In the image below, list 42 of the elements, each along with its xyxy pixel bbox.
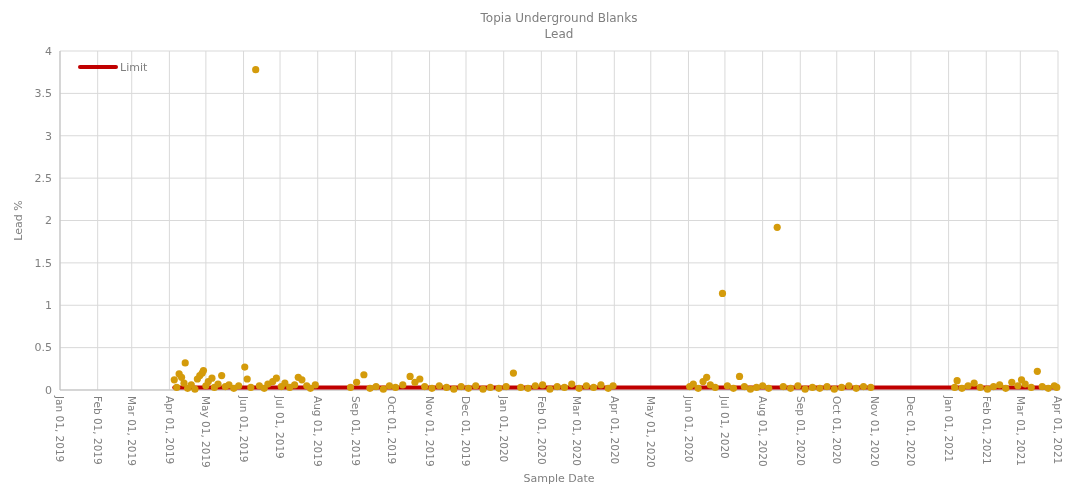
x-tick-label: Jan 01, 2019 [54,395,67,463]
x-tick-label: Aug 01, 2020 [756,396,769,467]
x-tick-label: Feb 01, 2021 [980,396,993,465]
x-tick-label: Jun 01, 2020 [682,395,695,463]
y-tick-label: 2 [45,214,52,228]
x-tick-label: May 01, 2019 [200,396,213,468]
x-tick-label: Dec 01, 2020 [905,396,918,467]
x-tick-label: Mar 01, 2020 [570,396,583,466]
y-tick-label: 1.5 [34,256,52,270]
y-tick-label: 0.5 [34,341,52,355]
x-tick-label: Nov 01, 2020 [868,396,881,467]
x-tick-label: Mar 01, 2021 [1014,396,1027,466]
y-tick-label: 0 [45,383,52,397]
x-tick-label: Oct 01, 2020 [831,396,844,465]
x-tick-label: Mar 01, 2019 [126,396,139,466]
x-tick-label: Feb 01, 2020 [535,396,548,465]
x-tick-label: Dec 01, 2019 [460,396,473,467]
x-tick-label: Apr 01, 2021 [1052,396,1065,465]
x-tick-label: Apr 01, 2019 [163,396,176,465]
x-tick-label: Oct 01, 2019 [386,396,399,465]
chart-subtitle: Lead [544,27,574,41]
x-tick-label: Jul 01, 2020 [719,395,732,459]
y-tick-label: 3 [45,129,52,143]
x-tick-label: Jan 01, 2021 [942,395,955,463]
x-tick-label: Nov 01, 2019 [423,396,436,467]
x-tick-label: Jun 01, 2019 [237,395,250,463]
x-tick-label: Jul 01, 2019 [274,395,287,459]
x-tick-label: Apr 01, 2020 [608,396,621,465]
x-tick-label: May 01, 2020 [645,396,658,468]
x-tick-label: Aug 01, 2019 [312,396,325,467]
x-tick-label: Jan 01, 2020 [498,395,511,463]
x-tick-label: Feb 01, 2019 [92,396,105,465]
x-tick-label: Sep 01, 2020 [794,396,807,466]
y-tick-label: 3.5 [34,87,52,101]
y-tick-label: 1 [45,299,52,313]
x-axis-title: Sample Date [523,472,595,484]
x-tick-label: Sep 01, 2019 [349,396,362,466]
y-tick-label: 2.5 [34,171,52,185]
y-tick-label: 4 [45,44,52,58]
chart-title: Topia Underground Blanks [479,11,638,25]
legend-label: Limit [120,60,148,74]
y-axis-title: Lead % [12,200,25,241]
